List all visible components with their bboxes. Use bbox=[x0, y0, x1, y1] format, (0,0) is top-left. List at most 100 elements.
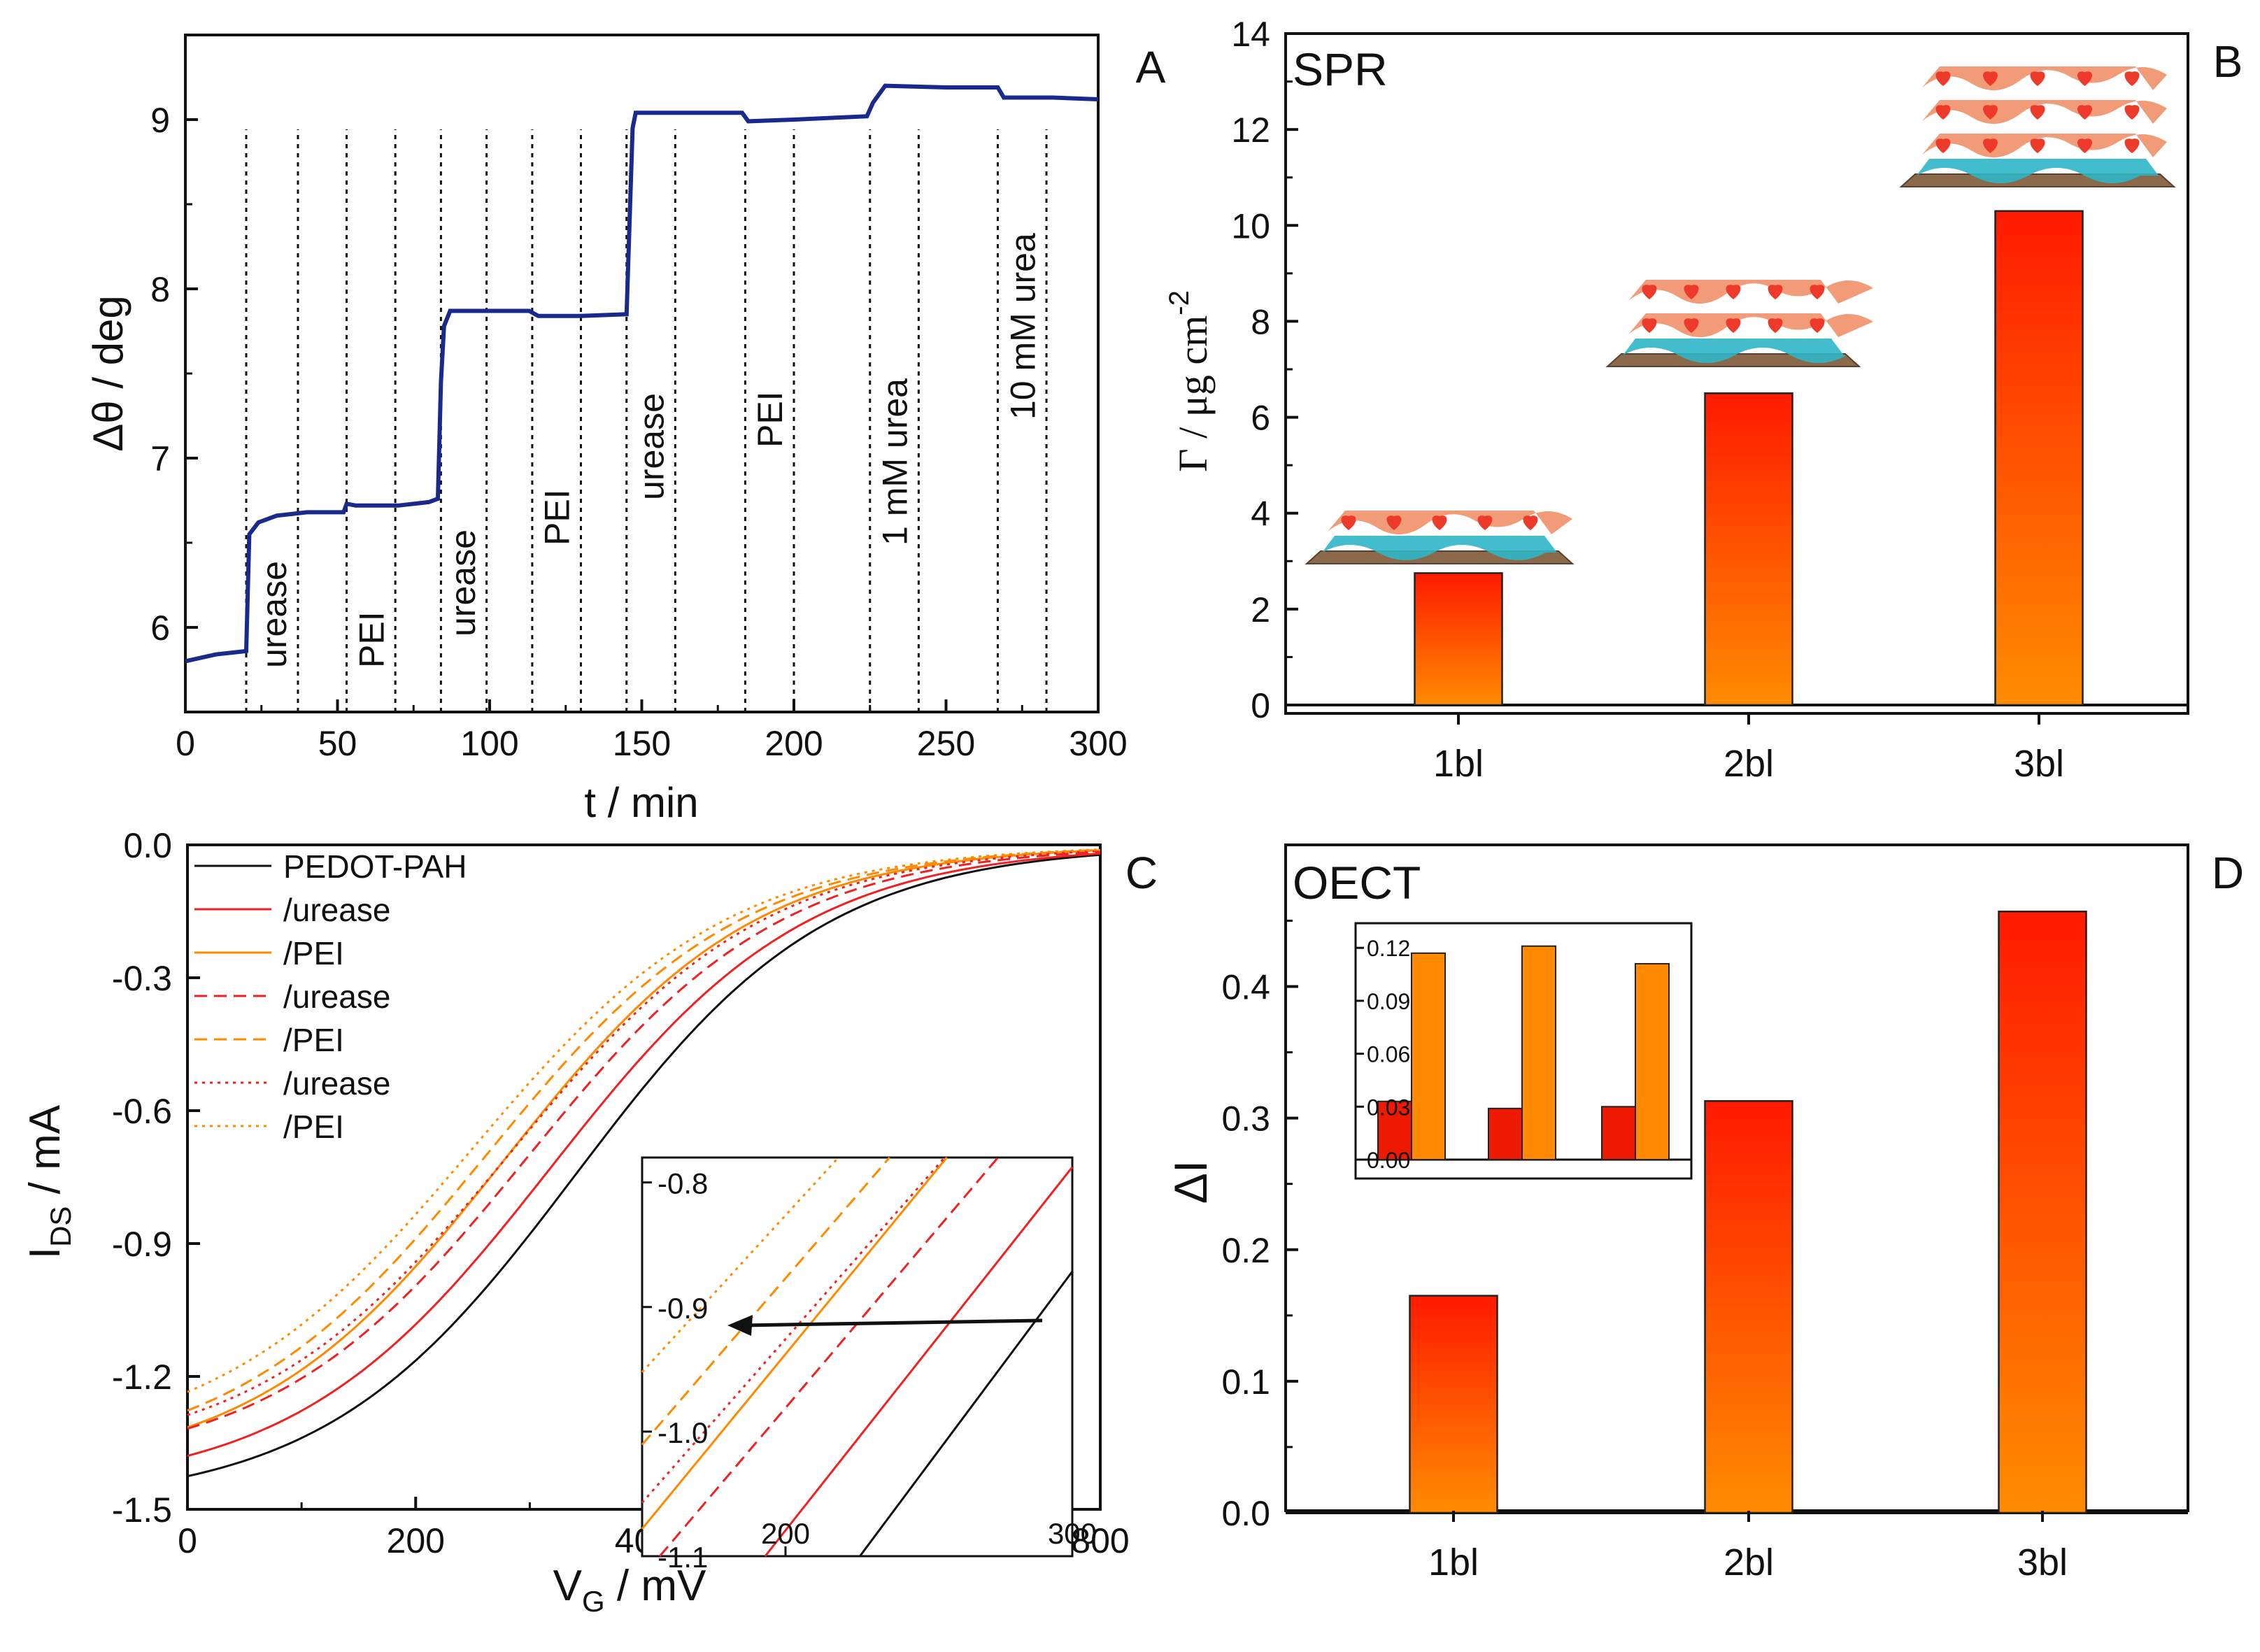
panel-c-inset-y-tick-label: -1.0 bbox=[658, 1416, 708, 1449]
panel-c-curve-3 bbox=[187, 850, 1101, 1430]
illustration-urease-icon bbox=[1341, 515, 1356, 530]
panel-c-curve-1 bbox=[187, 852, 1101, 1458]
multilayer-1bl-icon bbox=[1305, 511, 1575, 564]
panel-d-inset-y-tick-label: 0.00 bbox=[1367, 1148, 1410, 1173]
illustration-urease-icon bbox=[1477, 515, 1493, 530]
panel-a-x-tick-label: 100 bbox=[460, 724, 518, 763]
panel-c-y-tick-label: -0.9 bbox=[112, 1225, 172, 1264]
illustration-urease-icon bbox=[2030, 138, 2045, 153]
illustration-urease-icon bbox=[1642, 285, 1657, 299]
panel-b-y-tick-label: 2 bbox=[1251, 590, 1270, 629]
multilayer-3bl-icon bbox=[1899, 66, 2176, 187]
panel-c-x-label-sub: G bbox=[582, 1585, 605, 1618]
panel-c-y-label-main: I bbox=[21, 1247, 69, 1259]
panel-c-inset-x-tick-label: 200 bbox=[761, 1517, 810, 1550]
illustration-pei-layer bbox=[1922, 134, 2167, 158]
panel-b-title: SPR bbox=[1293, 43, 1388, 95]
panel-c-x-tick-label: 0 bbox=[178, 1521, 197, 1560]
illustration-urease-icon bbox=[2077, 138, 2092, 153]
panel-b-bar-3bl bbox=[1994, 210, 2084, 706]
panel-b-y-label-sup: -2 bbox=[1164, 290, 1195, 315]
panel-c-legend-label: /urease bbox=[283, 1065, 390, 1102]
panel-d-inset-bar bbox=[1601, 1106, 1636, 1161]
panel-b-x-tick-label: 2bl bbox=[1724, 743, 1774, 785]
panel-a-x-tick-label: 0 bbox=[176, 724, 195, 763]
illustration-urease-icon bbox=[1935, 138, 1951, 153]
panel-d-y-label: ΔI bbox=[1165, 1160, 1216, 1204]
illustration-pei-layer bbox=[1628, 313, 1873, 338]
panel-c-inset: -0.8 -0.9 -1.0 -1.1 200 300 bbox=[641, 1156, 1097, 1574]
panel-c-inset-y-tick-label: -1.1 bbox=[658, 1541, 708, 1574]
illustration-urease-icon bbox=[2124, 138, 2140, 153]
panel-c-inset-y-tick-label: -0.8 bbox=[658, 1167, 708, 1200]
panel-b-bar-1bl bbox=[1414, 572, 1503, 706]
panel-a: urease PEI urease PEI urease PEI 1 mM urea 10 m… bbox=[85, 34, 1166, 826]
panel-d-inset-bar bbox=[1411, 952, 1446, 1161]
panel-c-y-tick-label: -1.5 bbox=[112, 1490, 172, 1530]
panel-b-x-tick-label: 3bl bbox=[2014, 743, 2064, 785]
panel-b-y-tick-label: 8 bbox=[1251, 302, 1270, 341]
panel-d-y-tick-label: 0.1 bbox=[1221, 1362, 1270, 1402]
panel-c-inset-curve-6 bbox=[641, 1156, 839, 1373]
panel-c-curve-0 bbox=[187, 853, 1101, 1478]
illustration-urease-icon bbox=[1768, 318, 1783, 333]
panel-c-legend-label: /PEI bbox=[283, 935, 344, 971]
panel-b-y-tick-label: 10 bbox=[1231, 206, 1270, 245]
panel-c-x-label-rest: / mV bbox=[605, 1562, 706, 1610]
panel-b: 0 2 4 6 8 10 12 14 1bl 2bl 3bl SPR Γ / μg cm-2 B bbox=[1164, 15, 2243, 785]
panel-c-inset-frame bbox=[641, 1156, 1074, 1558]
illustration-urease-icon bbox=[1983, 138, 1998, 153]
panel-c-legend-label: PEDOT-PAH bbox=[283, 848, 467, 885]
panel-c-inset-curve-3 bbox=[659, 1157, 999, 1557]
panel-c-inset-x-tick-label: 300 bbox=[1048, 1517, 1097, 1550]
panel-b-letter: B bbox=[2213, 36, 2243, 87]
panel-d-bar-3bl bbox=[1998, 911, 2087, 1514]
panel-d-y-tick-label: 0.3 bbox=[1221, 1099, 1270, 1139]
illustration-urease-icon bbox=[1935, 71, 1951, 86]
panel-c-legend-label: /PEI bbox=[283, 1109, 344, 1145]
panel-c-curve-2 bbox=[187, 849, 1101, 1429]
panel-c-curve-4 bbox=[187, 848, 1101, 1412]
panel-b-bar-2bl bbox=[1704, 392, 1793, 706]
panel-b-y-tick-label: 0 bbox=[1251, 686, 1270, 725]
panel-a-step-label: 10 mM urea bbox=[1003, 233, 1042, 420]
illustration-urease-icon bbox=[2077, 105, 2092, 120]
illustration-urease-icon bbox=[2124, 71, 2140, 86]
panel-a-x-tick-label: 300 bbox=[1069, 724, 1127, 763]
illustration-urease-icon bbox=[2124, 105, 2140, 120]
panel-d-x-tick-label: 3bl bbox=[2017, 1541, 2068, 1583]
panel-d: 0.00.10.20.30.4 1bl 2bl 3bl OECT ΔI 0.000.… bbox=[1165, 843, 2244, 1583]
panel-a-y-label: Δθ / deg bbox=[85, 295, 132, 452]
illustration-urease-icon bbox=[1935, 105, 1951, 120]
illustration-urease-icon bbox=[1768, 285, 1783, 299]
panel-c-legend-label: /PEI bbox=[283, 1022, 344, 1058]
illustration-urease-icon bbox=[1642, 318, 1657, 333]
panel-c-inset-curve-2 bbox=[641, 1157, 948, 1530]
panel-a-step-label: PEI bbox=[352, 611, 391, 668]
panel-d-inset-y-tick-label: 0.03 bbox=[1367, 1095, 1410, 1120]
panel-b-y-tick-label: 12 bbox=[1231, 111, 1270, 150]
panel-c-curve-6 bbox=[187, 848, 1101, 1393]
illustration-urease-icon bbox=[1810, 285, 1825, 299]
illustration-urease-icon bbox=[1523, 515, 1538, 530]
panel-c-inset-curve-4 bbox=[641, 1157, 890, 1446]
panel-b-y-tick-label: 4 bbox=[1251, 494, 1270, 534]
shift-arrow-icon bbox=[727, 1315, 753, 1336]
panel-a-plot-frame bbox=[184, 34, 1100, 713]
panel-c-legend-label: /urease bbox=[283, 892, 390, 928]
panel-d-y-tick-label: 0.4 bbox=[1221, 968, 1270, 1007]
panel-a-step-label: PEI bbox=[751, 391, 790, 448]
panel-a-y-tick-label: 8 bbox=[150, 270, 170, 309]
panel-a-step-label: urease bbox=[255, 561, 294, 668]
panel-b-y-tick-label: 14 bbox=[1231, 15, 1270, 54]
panel-c-curve-5 bbox=[187, 850, 1101, 1416]
panel-a-step-label: urease bbox=[443, 529, 483, 636]
illustration-urease-icon bbox=[1726, 285, 1741, 299]
illustration-pedot-layer bbox=[1917, 159, 2159, 183]
panel-d-x-tick-label: 2bl bbox=[1724, 1541, 1774, 1583]
panel-d-inset-bar bbox=[1488, 1107, 1523, 1161]
panel-d-bar-2bl bbox=[1704, 1099, 1793, 1514]
panel-b-x-tick-label: 1bl bbox=[1433, 743, 1484, 785]
panel-d-letter: D bbox=[2212, 848, 2244, 898]
illustration-pei-layer bbox=[1922, 100, 2167, 124]
